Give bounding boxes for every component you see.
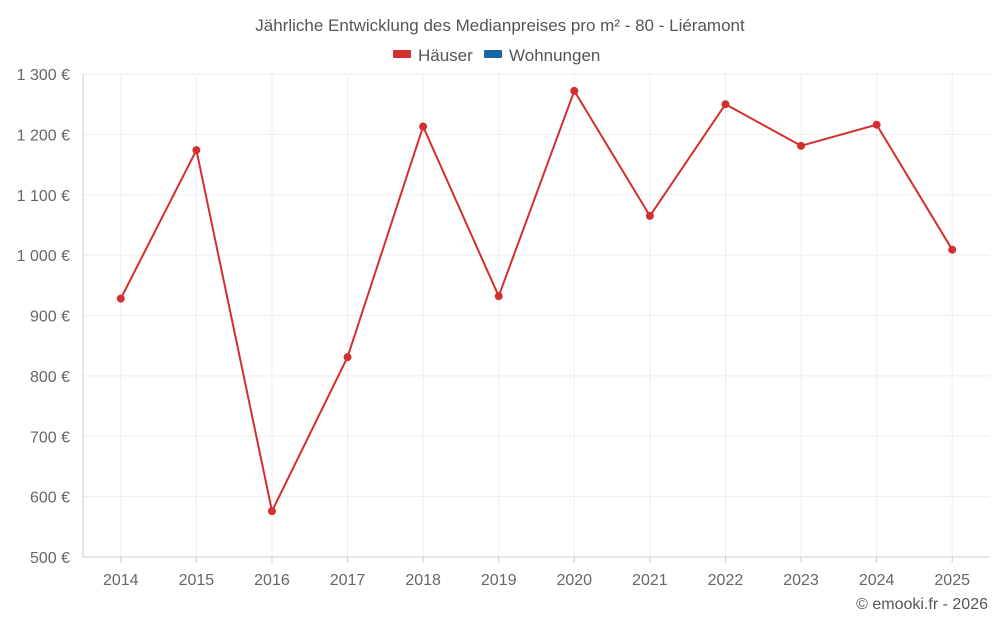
data-point[interactable] — [948, 245, 957, 254]
data-point[interactable] — [797, 141, 806, 150]
legend: Häuser Wohnungen — [393, 46, 600, 65]
y-tick-label: 1 300 € — [17, 67, 70, 84]
x-tick-label: 2024 — [859, 572, 895, 589]
x-tick-label: 2025 — [934, 572, 970, 589]
x-tick-label: 2018 — [405, 572, 441, 589]
y-tick-label: 500 € — [30, 550, 70, 567]
data-point[interactable] — [494, 292, 503, 301]
data-point[interactable] — [116, 294, 125, 303]
data-point[interactable] — [419, 122, 428, 131]
chart-title: Jährliche Entwicklung des Medianpreises … — [255, 16, 745, 35]
data-point[interactable] — [267, 507, 276, 516]
credit-text: © emooki.fr - 2026 — [856, 596, 988, 613]
x-tick-label: 2017 — [330, 572, 366, 589]
legend-label-haeuser: Häuser — [418, 46, 473, 65]
y-tick-label: 800 € — [30, 369, 70, 386]
data-point[interactable] — [570, 86, 579, 95]
y-tick-label: 1 000 € — [17, 248, 70, 265]
legend-swatch-wohnungen — [484, 50, 502, 58]
x-tick-label: 2022 — [708, 572, 744, 589]
series-line — [119, 89, 954, 513]
data-point[interactable] — [645, 211, 654, 220]
y-tick-label: 900 € — [30, 309, 70, 326]
data-point[interactable] — [343, 353, 352, 362]
x-axis: 2014 2015 2016 2017 2018 2019 2020 2021 2022 2023… — [83, 556, 990, 589]
legend-item-wohnungen[interactable]: Wohnungen — [484, 46, 600, 65]
x-tick-label: 2019 — [481, 572, 517, 589]
y-tick-label: 600 € — [30, 490, 70, 507]
data-point[interactable] — [721, 100, 730, 109]
y-tick-label: 1 200 € — [17, 127, 70, 144]
grid — [83, 73, 990, 557]
series-haeuser — [116, 86, 957, 516]
legend-swatch-haeuser — [393, 50, 411, 58]
legend-label-wohnungen: Wohnungen — [509, 46, 600, 65]
y-axis: 500 € 600 € 700 € 800 € 900 € 1 000 € 1 100 € 1… — [17, 67, 84, 567]
y-tick-label: 1 100 € — [17, 188, 70, 205]
x-tick-label: 2014 — [103, 572, 139, 589]
y-tick-label: 700 € — [30, 429, 70, 446]
x-tick-label: 2021 — [632, 572, 668, 589]
x-tick-label: 2023 — [783, 572, 819, 589]
x-tick-label: 2016 — [254, 572, 290, 589]
x-tick-label: 2020 — [556, 572, 592, 589]
x-tick-label: 2015 — [179, 572, 215, 589]
data-point[interactable] — [872, 120, 881, 129]
legend-item-haeuser[interactable]: Häuser — [393, 46, 473, 65]
data-point[interactable] — [192, 146, 201, 155]
